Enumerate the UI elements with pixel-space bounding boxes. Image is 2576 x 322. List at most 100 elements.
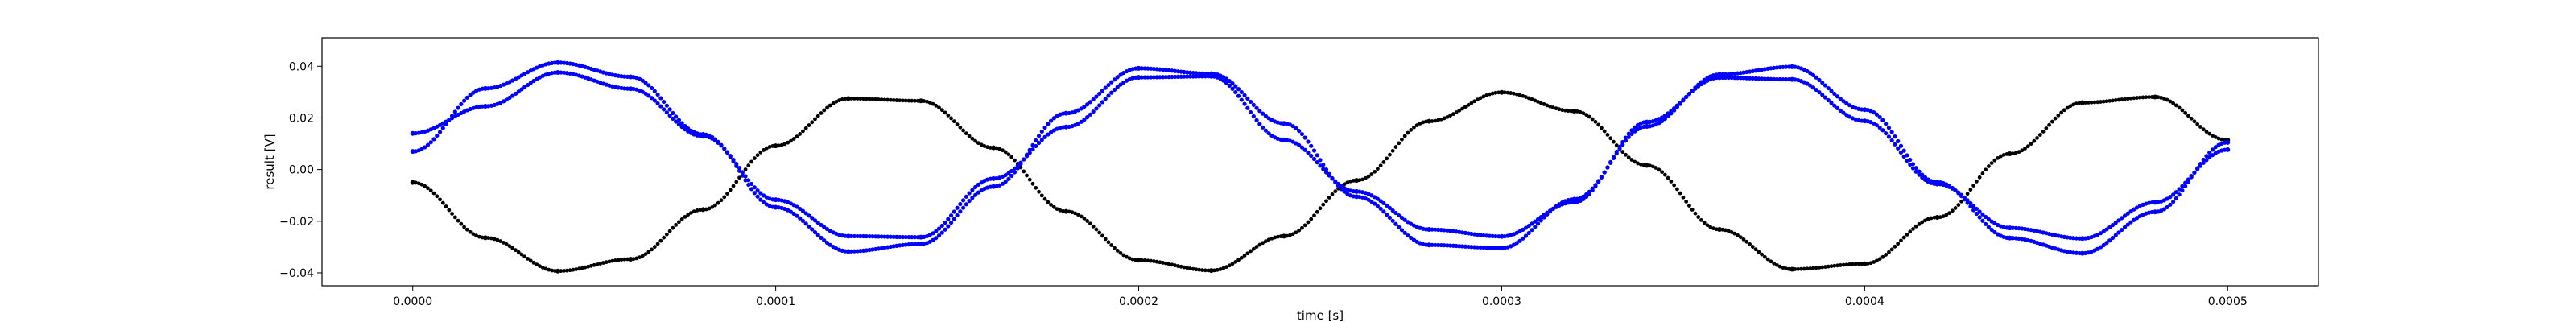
trace-dot <box>955 122 960 126</box>
trace-dot <box>1012 166 1018 171</box>
trace-dot <box>1820 80 1825 85</box>
trace-dot <box>1373 169 1377 174</box>
trace-dot <box>1447 243 1453 248</box>
trace-dot <box>1236 87 1241 92</box>
trace-dot <box>2037 133 2042 137</box>
trace-dot <box>815 114 820 118</box>
trace-dot <box>819 111 824 115</box>
trace-dot <box>1393 210 1398 216</box>
trace-dot <box>1886 134 1892 139</box>
trace-dot <box>1036 140 1042 146</box>
trace-dot <box>894 98 899 102</box>
trace-dot <box>1218 76 1223 81</box>
trace-dot <box>698 134 703 138</box>
trace-dot <box>1509 91 1513 95</box>
trace-dot <box>486 236 491 240</box>
trace-dot <box>528 258 533 263</box>
trace-dot <box>1233 260 1238 264</box>
trace-dot <box>1323 170 1329 175</box>
trace-dot <box>1581 111 1586 116</box>
trace-dot <box>967 199 972 204</box>
trace-dot <box>1596 180 1601 184</box>
trace-dot <box>504 97 509 102</box>
trace-dot <box>1805 81 1810 86</box>
trace-dot <box>1784 77 1789 82</box>
trace-dot <box>2099 100 2103 104</box>
trace-dot <box>1714 72 1719 77</box>
trace-dot <box>2210 153 2215 158</box>
trace-dot <box>2132 96 2136 101</box>
trace-dot <box>1977 215 1982 220</box>
trace-dot <box>898 98 902 103</box>
data-point <box>482 104 488 109</box>
trace-dot <box>1457 244 1462 249</box>
trace-dot <box>1315 160 1319 165</box>
trace-dot <box>1860 262 1864 266</box>
trace-dot <box>1865 262 1870 266</box>
trace-dot <box>1847 262 1852 266</box>
trace-dot <box>444 204 448 208</box>
trace-dot <box>2174 103 2178 108</box>
trace-dot <box>2062 108 2066 113</box>
trace-dot <box>1514 92 1519 97</box>
trace-dot <box>1294 141 1298 146</box>
trace-dot <box>2089 100 2094 105</box>
trace-dot <box>1533 219 1538 224</box>
trace-dot <box>592 262 597 267</box>
trace-dot <box>2071 236 2076 241</box>
trace-dot <box>640 78 645 83</box>
trace-dot <box>1451 243 1455 248</box>
trace-dot <box>716 200 720 205</box>
trace-dot <box>728 153 733 159</box>
trace-dot <box>459 221 464 226</box>
trace-dot <box>934 103 939 108</box>
trace-dot <box>2165 97 2169 102</box>
trace-dot <box>2004 235 2009 240</box>
trace-dot <box>749 181 754 187</box>
trace-dot <box>934 229 939 233</box>
trace-dot <box>1418 122 1422 126</box>
trace-dot <box>510 93 515 98</box>
data-point <box>1281 233 1286 239</box>
trace-dot <box>1297 142 1302 147</box>
trace-dot <box>1750 76 1755 80</box>
trace-dot <box>1351 194 1356 199</box>
trace-dot <box>746 178 751 183</box>
trace-dot <box>2077 250 2082 256</box>
trace-dot <box>613 258 617 262</box>
trace-dot <box>2035 136 2039 140</box>
trace-dot <box>423 145 427 150</box>
trace-dot <box>1744 239 1749 244</box>
trace-dot <box>1039 129 1044 134</box>
trace-dot <box>559 70 564 75</box>
trace-dot <box>1179 264 1183 269</box>
trace-dot <box>728 188 733 192</box>
trace-dot <box>1212 268 1216 273</box>
trace-dot <box>674 119 679 124</box>
trace-dot <box>849 97 853 101</box>
trace-dot <box>1693 211 1698 216</box>
trace-dot <box>858 249 863 254</box>
trace-dot <box>1166 68 1171 72</box>
trace-dot <box>789 138 793 143</box>
trace-dot <box>1550 105 1555 109</box>
trace-dot <box>1896 146 1901 151</box>
trace-dot <box>1926 217 1930 221</box>
trace-dot <box>1729 72 1734 76</box>
trace-dot <box>764 146 769 151</box>
trace-dot <box>970 188 975 192</box>
trace-dot <box>2010 236 2016 241</box>
trace-dot <box>961 128 966 133</box>
trace-dot <box>674 114 679 119</box>
trace-dot <box>1411 237 1417 242</box>
trace-dot <box>516 250 521 254</box>
trace-dot <box>1650 164 1655 169</box>
trace-dot <box>1433 227 1438 232</box>
trace-dot <box>1538 215 1543 220</box>
trace-dot <box>1929 216 1934 221</box>
trace-dot <box>1917 222 1922 226</box>
trace-dot <box>943 110 947 115</box>
trace-dot <box>1166 262 1171 266</box>
trace-dot <box>1034 185 1038 190</box>
trace-dot <box>2104 99 2109 104</box>
